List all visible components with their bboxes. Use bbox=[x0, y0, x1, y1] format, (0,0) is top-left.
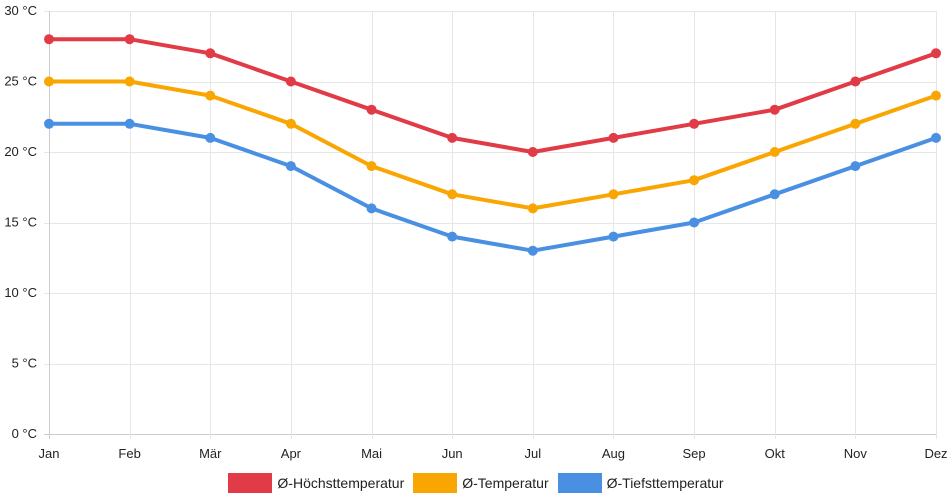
data-point[interactable] bbox=[850, 118, 861, 129]
data-point[interactable] bbox=[689, 175, 700, 186]
grid bbox=[44, 11, 937, 439]
data-point[interactable] bbox=[769, 189, 780, 200]
legend-item-avg[interactable]: Ø-Temperatur bbox=[413, 473, 549, 493]
x-tick-label: Mär bbox=[199, 446, 222, 461]
data-point[interactable] bbox=[689, 118, 700, 129]
legend: Ø-Höchsttemperatur Ø-Temperatur Ø-Tiefst… bbox=[0, 472, 952, 494]
y-tick-label: 25 °C bbox=[4, 74, 37, 89]
y-tick-label: 5 °C bbox=[12, 356, 37, 371]
y-tick-label: 20 °C bbox=[4, 144, 37, 159]
y-tick-label: 15 °C bbox=[4, 215, 37, 230]
series-line bbox=[47, 121, 938, 253]
y-tick-label: 30 °C bbox=[4, 3, 37, 18]
data-point[interactable] bbox=[124, 34, 135, 45]
series-2 bbox=[44, 76, 941, 214]
data-point[interactable] bbox=[205, 132, 216, 143]
series-3 bbox=[44, 118, 941, 256]
data-point[interactable] bbox=[931, 132, 941, 143]
data-point[interactable] bbox=[931, 48, 941, 59]
data-point[interactable] bbox=[850, 161, 861, 172]
x-tick-label: Jul bbox=[525, 446, 542, 461]
x-tick-label: Jun bbox=[442, 446, 463, 461]
legend-label-avg: Ø-Temperatur bbox=[462, 475, 549, 491]
data-point[interactable] bbox=[366, 161, 377, 172]
x-tick-label: Nov bbox=[844, 446, 868, 461]
y-tick-label: 10 °C bbox=[4, 285, 37, 300]
legend-item-max[interactable]: Ø-Höchsttemperatur bbox=[228, 473, 404, 493]
data-point[interactable] bbox=[44, 118, 54, 129]
data-point[interactable] bbox=[285, 118, 296, 129]
data-point[interactable] bbox=[608, 132, 619, 143]
legend-swatch-avg bbox=[413, 473, 458, 493]
x-tick-label: Sep bbox=[683, 446, 706, 461]
data-point[interactable] bbox=[527, 245, 538, 256]
legend-label-min: Ø-Tiefsttemperatur bbox=[606, 475, 724, 491]
data-point[interactable] bbox=[527, 203, 538, 214]
series-line bbox=[47, 37, 938, 154]
data-point[interactable] bbox=[447, 231, 458, 242]
data-point[interactable] bbox=[205, 90, 216, 101]
data-point[interactable] bbox=[366, 203, 377, 214]
data-point[interactable] bbox=[44, 34, 54, 45]
x-tick-label: Feb bbox=[118, 446, 140, 461]
data-point[interactable] bbox=[608, 231, 619, 242]
x-tick-label: Apr bbox=[281, 446, 302, 461]
series-line bbox=[47, 79, 938, 211]
data-point[interactable] bbox=[124, 76, 135, 87]
series-1 bbox=[44, 34, 941, 157]
data-point[interactable] bbox=[608, 189, 619, 200]
x-tick-label: Jan bbox=[39, 446, 60, 461]
chart-canvas: 0 °C 5 °C 10 °C 15 °C 20 °C 25 °C 30 °C Jan Feb M… bbox=[4, 3, 947, 461]
data-point[interactable] bbox=[931, 90, 941, 101]
x-tick-label: Mai bbox=[361, 446, 382, 461]
x-tick-label: Okt bbox=[765, 446, 786, 461]
data-point[interactable] bbox=[769, 147, 780, 157]
data-point[interactable] bbox=[447, 189, 458, 200]
data-point[interactable] bbox=[205, 48, 216, 59]
data-point[interactable] bbox=[124, 118, 135, 129]
data-point[interactable] bbox=[689, 217, 700, 228]
data-point[interactable] bbox=[527, 147, 538, 157]
legend-label-max: Ø-Höchsttemperatur bbox=[277, 475, 405, 491]
data-point[interactable] bbox=[44, 76, 54, 87]
data-point[interactable] bbox=[769, 104, 780, 115]
data-point[interactable] bbox=[285, 161, 296, 172]
legend-swatch-max bbox=[228, 473, 273, 493]
x-tick-label: Aug bbox=[602, 446, 625, 461]
data-point[interactable] bbox=[366, 104, 377, 115]
y-tick-label: 0 °C bbox=[12, 426, 37, 441]
legend-item-min[interactable]: Ø-Tiefsttemperatur bbox=[557, 473, 724, 493]
data-point[interactable] bbox=[850, 76, 861, 87]
data-point[interactable] bbox=[285, 76, 296, 87]
x-tick-label: Dez bbox=[924, 446, 947, 461]
legend-swatch-min bbox=[557, 473, 602, 493]
data-point[interactable] bbox=[447, 132, 458, 143]
